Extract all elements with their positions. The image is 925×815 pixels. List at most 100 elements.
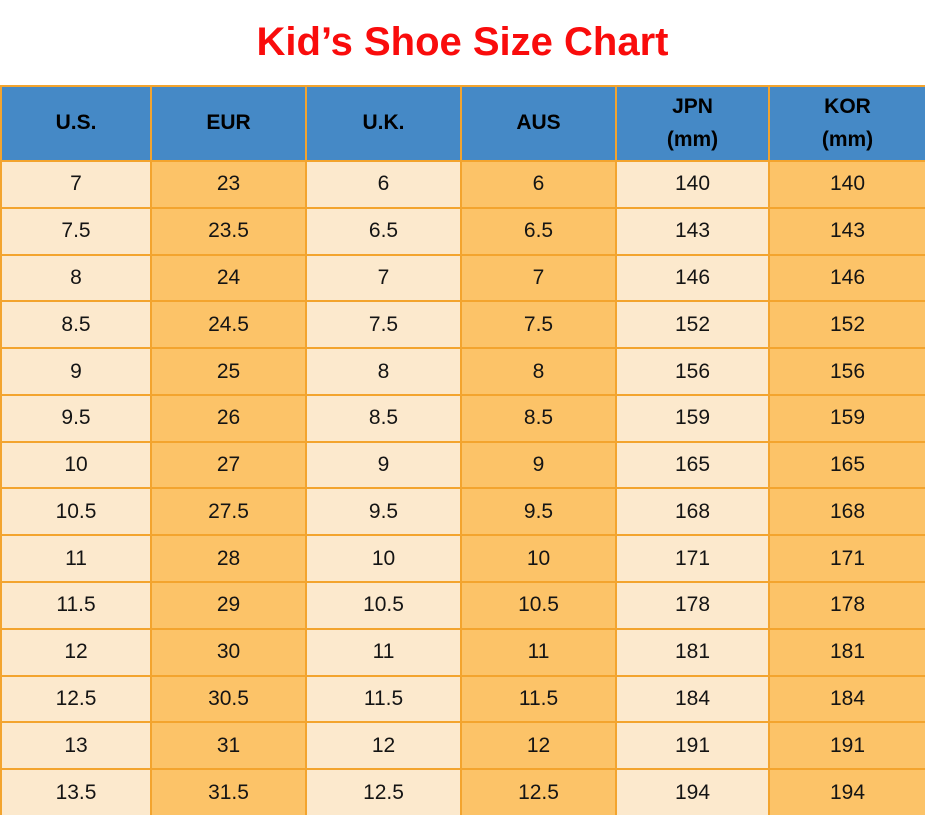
size-cell: 143: [615, 206, 770, 256]
size-cell: 24: [150, 253, 307, 303]
size-cell: 7: [0, 160, 152, 209]
size-cell: 10.5: [460, 581, 617, 630]
size-cell: 28: [150, 534, 307, 584]
size-cell: 140: [768, 160, 925, 209]
size-cell: 13: [0, 721, 152, 771]
size-cell: 143: [768, 206, 925, 256]
size-cell: 6: [460, 160, 617, 209]
size-cell: 171: [768, 534, 925, 584]
table-row: 7 23 6 6 140 140: [0, 160, 925, 209]
size-cell: 165: [615, 440, 770, 490]
size-cell: 165: [768, 440, 925, 490]
page-title: Kid’s Shoe Size Chart: [256, 20, 669, 64]
size-cell: 159: [768, 393, 925, 443]
size-cell: 11.5: [305, 674, 462, 724]
table-row: 10.5 27.5 9.5 9.5 168 168: [0, 487, 925, 537]
size-cell: 178: [768, 581, 925, 630]
size-cell: 31: [150, 721, 307, 771]
column-unit: (mm): [666, 127, 719, 151]
size-cell: 7.5: [305, 300, 462, 350]
size-cell: 30: [150, 627, 307, 677]
table-row: 8 24 7 7 146 146: [0, 253, 925, 303]
size-cell: 10.5: [0, 487, 152, 537]
size-cell: 9.5: [305, 487, 462, 537]
size-cell: 171: [615, 534, 770, 584]
size-cell: 178: [615, 581, 770, 630]
size-cell: 13.5: [0, 768, 152, 815]
table-row: 9 25 8 8 156 156: [0, 347, 925, 396]
size-cell: 26: [150, 393, 307, 443]
table-row: 8.5 24.5 7.5 7.5 152 152: [0, 300, 925, 350]
size-cell: 12: [0, 627, 152, 677]
size-cell: 11.5: [460, 674, 617, 724]
size-cell: 29: [150, 581, 307, 630]
column-header-aus: AUS: [460, 85, 617, 162]
title-bar: Kid’s Shoe Size Chart: [0, 0, 925, 85]
size-cell: 9: [305, 440, 462, 490]
size-cell: 12: [460, 721, 617, 771]
size-cell: 10: [0, 440, 152, 490]
size-cell: 10: [460, 534, 617, 584]
size-cell: 159: [615, 393, 770, 443]
column-header-jpn: JPN (mm): [615, 85, 770, 162]
table-row: 11.5 29 10.5 10.5 178 178: [0, 581, 925, 630]
size-table-body: 7 23 6 6 140 140 7.5 23.5 6.5 6.5 143 143 8 24 7 7 146 14…: [0, 160, 925, 815]
table-row: 12.5 30.5 11.5 11.5 184 184: [0, 674, 925, 724]
size-cell: 184: [615, 674, 770, 724]
size-cell: 152: [768, 300, 925, 350]
size-cell: 7: [460, 253, 617, 303]
table-row: 13 31 12 12 191 191: [0, 721, 925, 771]
table-row: 7.5 23.5 6.5 6.5 143 143: [0, 206, 925, 256]
size-cell: 25: [150, 347, 307, 396]
size-cell: 194: [615, 768, 770, 815]
size-cell: 152: [615, 300, 770, 350]
size-cell: 8.5: [305, 393, 462, 443]
size-cell: 8: [0, 253, 152, 303]
column-header-us: U.S.: [0, 85, 152, 162]
column-header-uk: U.K.: [305, 85, 462, 162]
column-unit: (mm): [821, 127, 874, 151]
size-cell: 156: [615, 347, 770, 396]
size-cell: 156: [768, 347, 925, 396]
size-cell: 27: [150, 440, 307, 490]
column-header-kor: KOR (mm): [768, 85, 925, 162]
size-cell: 6.5: [460, 206, 617, 256]
size-cell: 7.5: [460, 300, 617, 350]
size-cell: 184: [768, 674, 925, 724]
size-cell: 8: [460, 347, 617, 396]
size-cell: 140: [615, 160, 770, 209]
size-cell: 146: [615, 253, 770, 303]
column-label: U.K.: [362, 111, 405, 135]
column-label: EUR: [206, 111, 251, 135]
size-cell: 11.5: [0, 581, 152, 630]
size-table-header: U.S. EUR U.K. AUS JPN (mm) KOR (mm): [0, 85, 925, 162]
size-cell: 10: [305, 534, 462, 584]
size-cell: 9: [0, 347, 152, 396]
size-cell: 11: [460, 627, 617, 677]
size-cell: 9.5: [460, 487, 617, 537]
size-cell: 11: [305, 627, 462, 677]
size-cell: 181: [615, 627, 770, 677]
size-cell: 8.5: [0, 300, 152, 350]
header-row: U.S. EUR U.K. AUS JPN (mm) KOR (mm): [0, 85, 925, 162]
table-row: 12 30 11 11 181 181: [0, 627, 925, 677]
size-cell: 9: [460, 440, 617, 490]
size-cell: 30.5: [150, 674, 307, 724]
size-cell: 181: [768, 627, 925, 677]
size-cell: 9.5: [0, 393, 152, 443]
size-cell: 11: [0, 534, 152, 584]
size-cell: 23: [150, 160, 307, 209]
size-cell: 7: [305, 253, 462, 303]
size-cell: 6.5: [305, 206, 462, 256]
size-cell: 6: [305, 160, 462, 209]
size-cell: 12.5: [305, 768, 462, 815]
size-cell: 168: [615, 487, 770, 537]
column-label: JPN: [672, 94, 713, 118]
size-cell: 12.5: [460, 768, 617, 815]
column-label: U.S.: [55, 111, 97, 135]
size-cell: 12: [305, 721, 462, 771]
size-cell: 168: [768, 487, 925, 537]
table-row: 11 28 10 10 171 171: [0, 534, 925, 584]
size-cell: 7.5: [0, 206, 152, 256]
column-header-eur: EUR: [150, 85, 307, 162]
